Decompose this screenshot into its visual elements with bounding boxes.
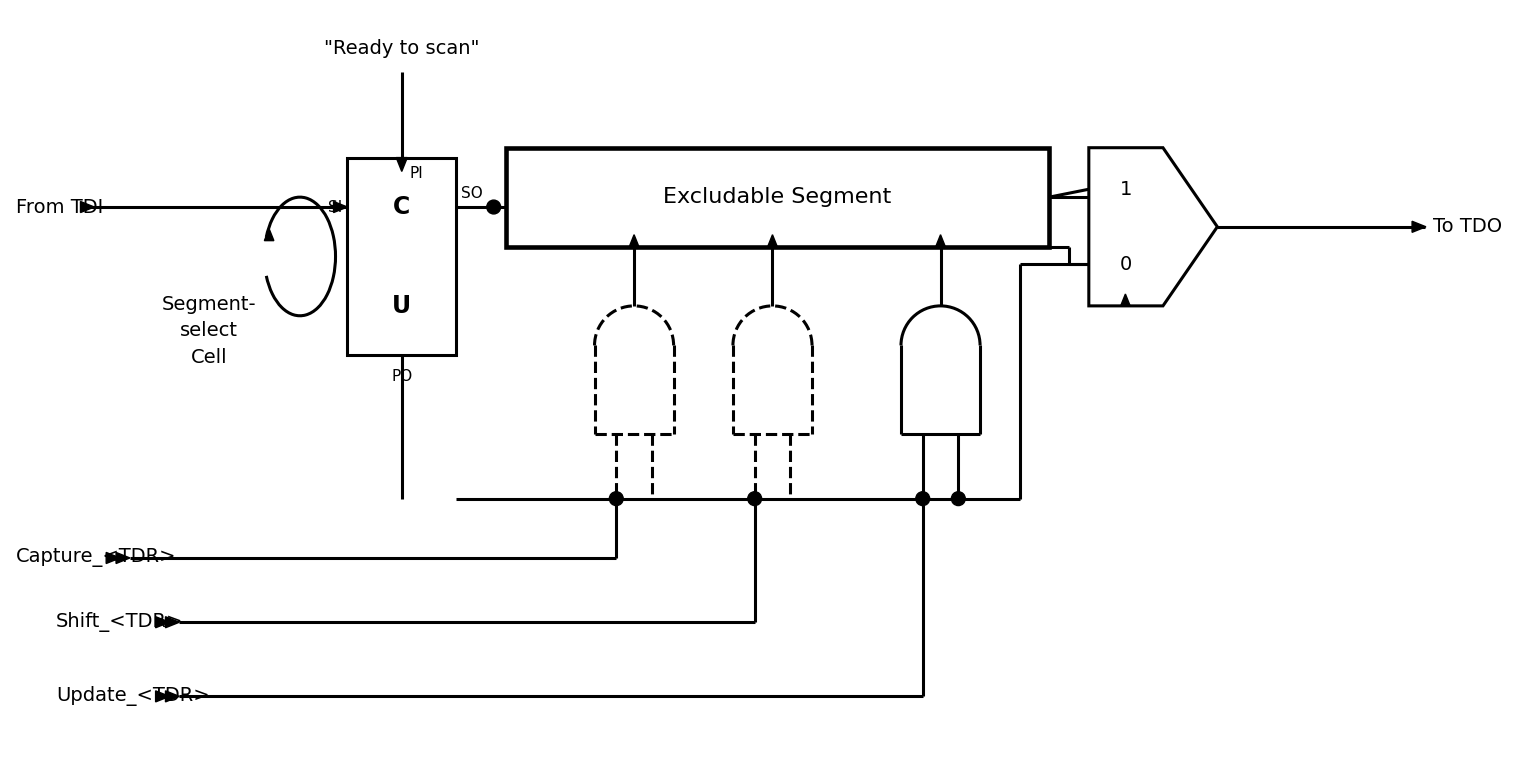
Text: Excludable Segment: Excludable Segment — [663, 187, 892, 207]
Polygon shape — [165, 691, 179, 702]
Polygon shape — [1413, 222, 1426, 232]
Polygon shape — [333, 202, 347, 212]
Polygon shape — [106, 552, 120, 564]
Text: To TDO: To TDO — [1432, 217, 1502, 236]
Polygon shape — [117, 552, 130, 564]
Polygon shape — [156, 617, 170, 628]
Circle shape — [748, 492, 762, 506]
Polygon shape — [768, 235, 777, 247]
Polygon shape — [630, 235, 639, 247]
Text: From TDI: From TDI — [17, 198, 103, 216]
Polygon shape — [265, 228, 274, 241]
Circle shape — [609, 492, 624, 506]
Bar — [506, 147, 1049, 247]
Circle shape — [916, 492, 930, 506]
Polygon shape — [156, 691, 170, 702]
Text: U: U — [392, 294, 412, 318]
Text: SI: SI — [329, 199, 342, 215]
Polygon shape — [1120, 294, 1129, 306]
Polygon shape — [397, 157, 407, 171]
Polygon shape — [1089, 147, 1217, 306]
Polygon shape — [80, 202, 94, 212]
Text: 1: 1 — [1120, 180, 1132, 199]
Polygon shape — [936, 235, 945, 247]
Text: Update_<TDR>: Update_<TDR> — [56, 686, 209, 707]
Bar — [347, 157, 456, 355]
Text: PO: PO — [391, 369, 412, 384]
Text: Capture_<TDR>: Capture_<TDR> — [17, 549, 177, 568]
Circle shape — [488, 200, 501, 214]
Circle shape — [951, 492, 966, 506]
Text: SO: SO — [462, 186, 483, 201]
Text: "Ready to scan": "Ready to scan" — [324, 40, 480, 58]
Text: Segment-
select
Cell: Segment- select Cell — [162, 295, 256, 367]
Text: 0: 0 — [1120, 255, 1132, 274]
Text: PI: PI — [410, 166, 424, 181]
Text: Shift_<TDR>: Shift_<TDR> — [56, 612, 183, 633]
Text: C: C — [394, 195, 410, 219]
Polygon shape — [165, 617, 179, 628]
